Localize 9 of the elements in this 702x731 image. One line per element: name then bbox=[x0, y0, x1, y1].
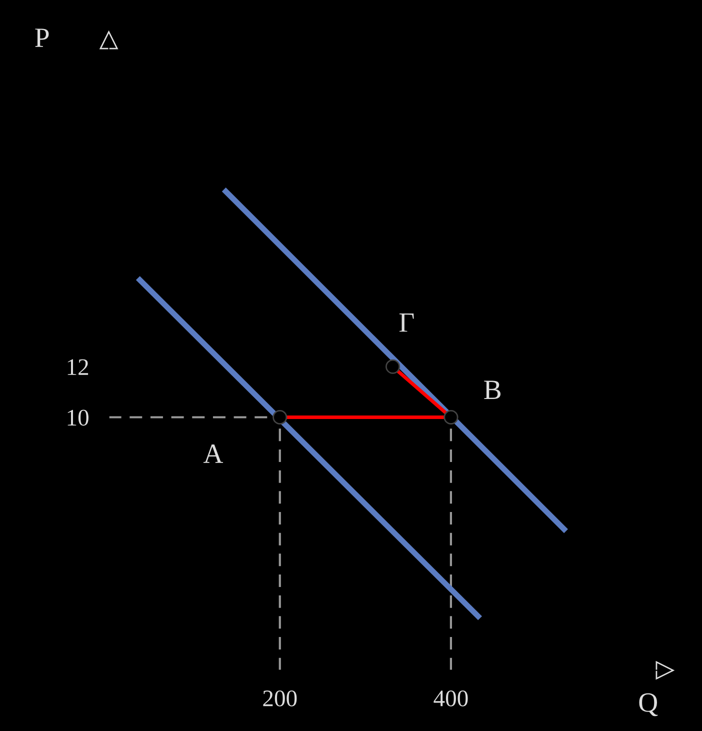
x-tick-label: 400 bbox=[434, 690, 468, 706]
y-tick-label: 12 bbox=[68, 359, 88, 375]
annotation: A bbox=[203, 444, 224, 463]
annotation: B bbox=[484, 380, 501, 400]
y-tick-label: 10 bbox=[68, 410, 88, 426]
y-axis-title: P bbox=[35, 28, 49, 47]
x-axis-title: Q bbox=[639, 693, 658, 716]
x-tick-label: 200 bbox=[263, 690, 297, 706]
annotation: Γ bbox=[399, 313, 414, 332]
